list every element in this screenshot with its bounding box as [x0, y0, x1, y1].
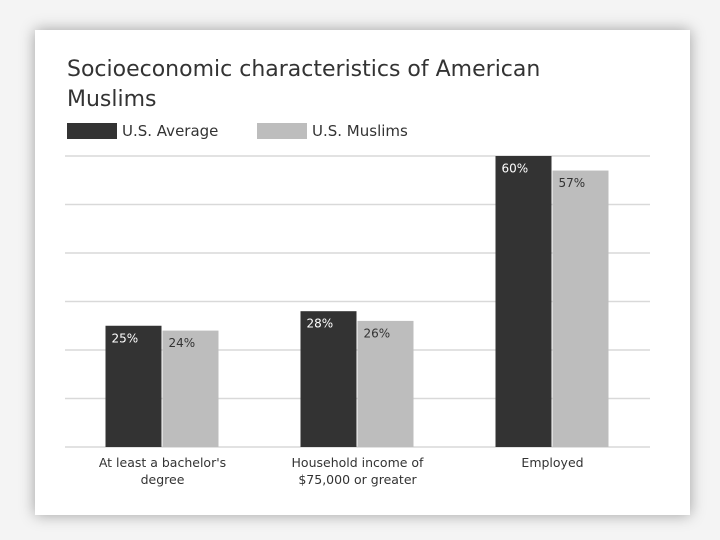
legend-swatch [257, 123, 307, 139]
chart-title: Socioeconomic characteristics of America… [67, 57, 541, 112]
legend-label: U.S. Muslims [312, 122, 408, 140]
data-label: 57% [559, 176, 586, 190]
bar [105, 325, 162, 447]
legend-label: U.S. Average [122, 122, 219, 140]
plot: 25% 24% 28% 26% 60% 57% [65, 155, 650, 448]
data-label: 24% [169, 336, 196, 350]
data-label: 26% [364, 326, 391, 340]
data-label: 28% [307, 317, 334, 331]
legend-item: U.S. Average [67, 122, 218, 140]
legend-swatch [67, 123, 117, 139]
bar [552, 170, 609, 448]
bar [300, 311, 357, 447]
x-tick-label: Household income of $75,000 or greater [291, 455, 424, 487]
chart: Socioeconomic characteristics of America… [35, 30, 690, 515]
legend-item: U.S. Muslims [257, 122, 408, 140]
x-tick-label: Employed [521, 455, 584, 470]
x-tick-label: At least a bachelor's degree [98, 455, 227, 487]
data-label: 25% [112, 331, 139, 345]
bar [357, 320, 414, 447]
data-label: 60% [502, 162, 529, 176]
bar [162, 330, 219, 447]
bar [495, 156, 552, 447]
